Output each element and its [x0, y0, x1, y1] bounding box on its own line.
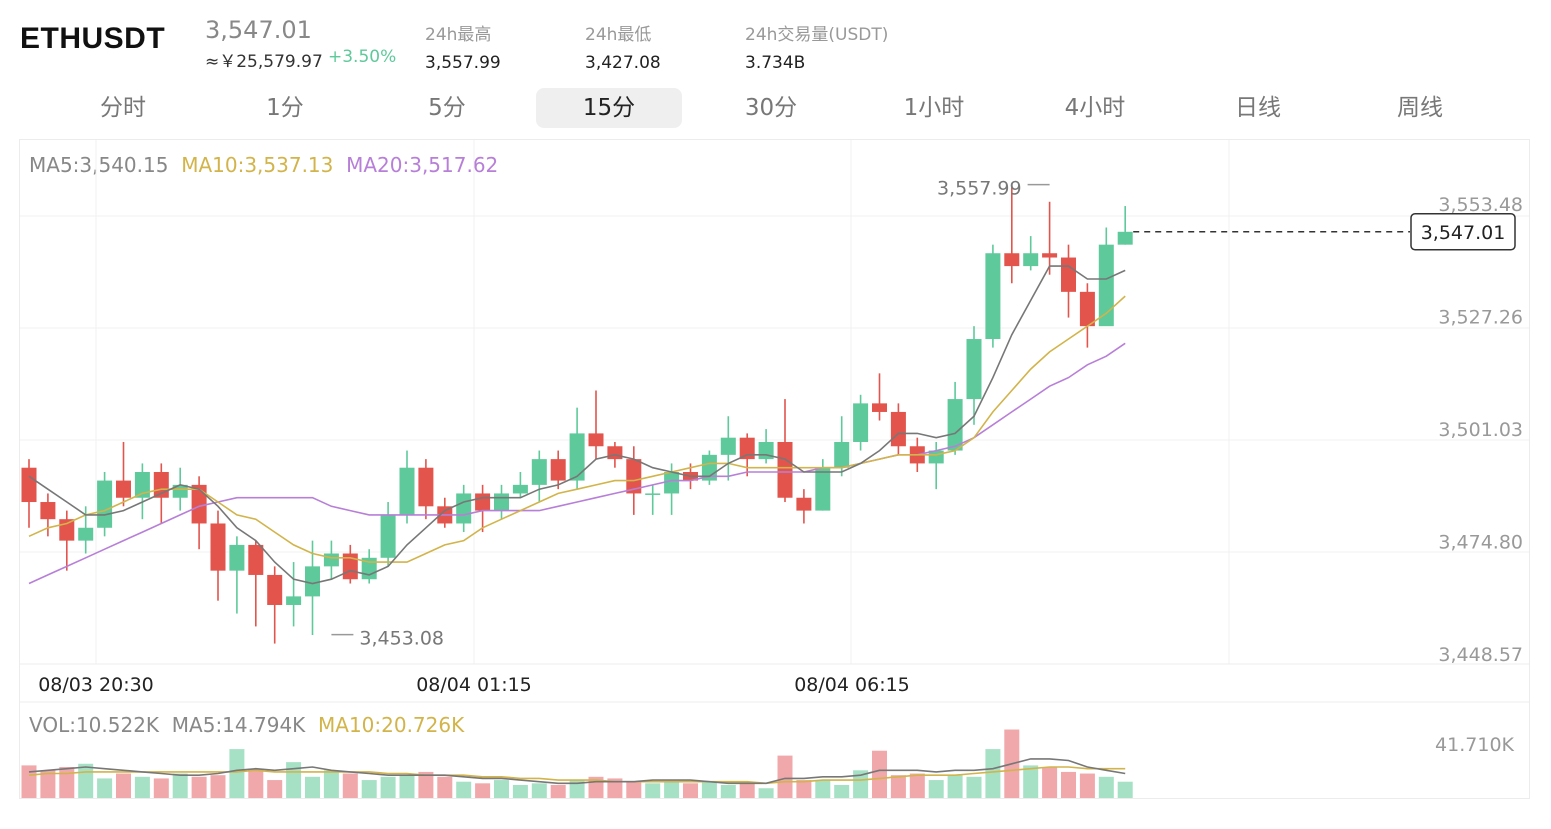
last-price: 3,547.01 [205, 16, 312, 44]
tab-1d[interactable]: 日线 [1235, 95, 1281, 121]
interval-tabs: 分时 1分 5分 15分 30分 1小时 4小时 日线 周线 [18, 88, 1530, 130]
ma-legend: MA5:3,540.15 MA10:3,537.13 MA20:3,517.62 [29, 153, 498, 177]
change-percent: +3.50% [328, 47, 397, 67]
stat-24h-low: 24h最低 3,427.08 [585, 20, 661, 73]
stat-value: 3.734B [745, 53, 806, 73]
tab-5m[interactable]: 5分 [428, 95, 466, 121]
stat-value: 3,427.08 [585, 53, 661, 73]
ma5-legend: MA5:3,540.15 [29, 153, 169, 177]
tab-1w[interactable]: 周线 [1397, 95, 1443, 121]
symbol-name: ETHUSDT [20, 22, 166, 55]
chart-panel[interactable] [19, 139, 1530, 799]
tab-timeshare[interactable]: 分时 [100, 95, 146, 121]
vol-value-legend: VOL:10.522K [29, 713, 160, 737]
tab-1h[interactable]: 1小时 [903, 95, 965, 121]
tab-1m[interactable]: 1分 [266, 95, 304, 121]
stat-label: 24h最低 [585, 25, 652, 45]
ma10-legend: MA10:3,537.13 [181, 153, 334, 177]
tab-30m[interactable]: 30分 [744, 95, 798, 121]
stat-label: 24h最高 [425, 25, 492, 45]
stat-label: 24h交易量(USDT) [745, 25, 889, 45]
tab-4h[interactable]: 4小时 [1064, 95, 1126, 121]
stat-24h-volume: 24h交易量(USDT) 3.734B [745, 20, 888, 73]
ma20-legend: MA20:3,517.62 [346, 153, 499, 177]
vol-legend: VOL:10.522K MA5:14.794K MA10:20.726K [29, 713, 464, 737]
vol-ma10-legend: MA10:20.726K [318, 713, 465, 737]
stat-24h-high: 24h最高 3,557.99 [425, 20, 501, 73]
cny-price: ≈￥25,579.97 [205, 52, 323, 72]
stat-value: 3,557.99 [425, 53, 501, 73]
ticker-header: ETHUSDT 3,547.01 ≈￥25,579.97 +3.50% 24h最… [0, 0, 1551, 85]
tab-15m[interactable]: 15分 [536, 88, 682, 128]
vol-ma5-legend: MA5:14.794K [171, 713, 306, 737]
